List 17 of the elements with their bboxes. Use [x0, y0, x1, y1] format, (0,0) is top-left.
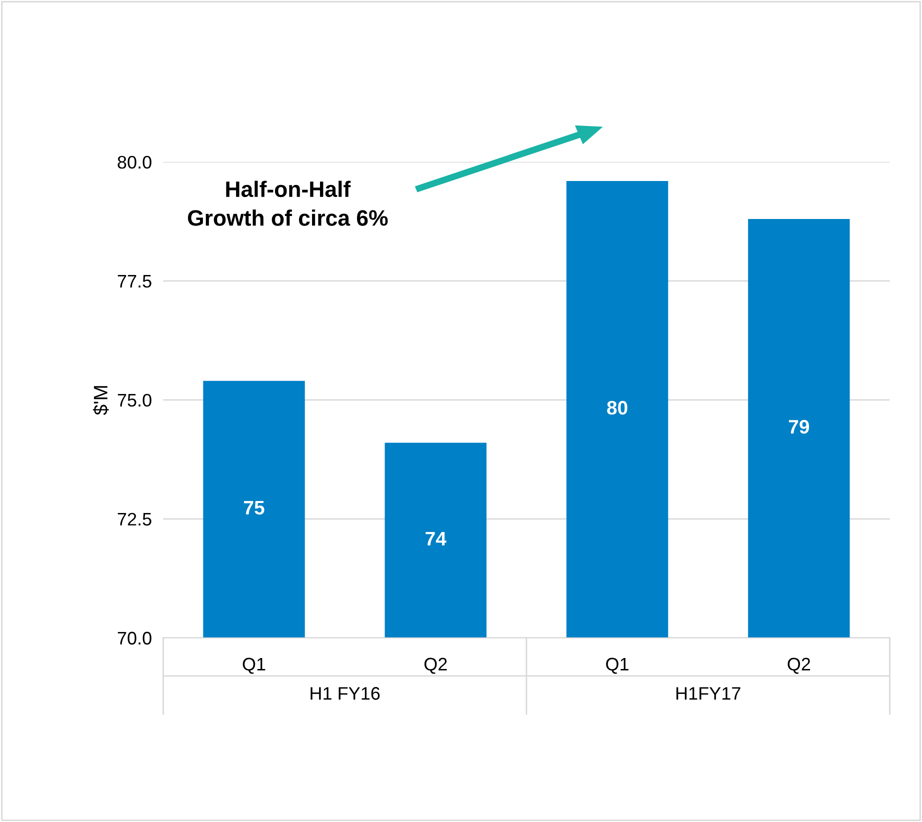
y-tick-label: 70.0	[118, 632, 152, 645]
text: H1FY17	[676, 687, 740, 700]
text: H1 FY16	[310, 687, 380, 700]
y-axis-title: $'M	[92, 386, 109, 416]
x-tick-label: Q2	[424, 658, 447, 674]
data-label: 80	[607, 400, 628, 415]
x-tick-label: Q1	[242, 658, 266, 674]
y-tick-label: 72.5	[118, 512, 152, 526]
data-label: 79	[788, 420, 810, 434]
y-tick-label: 75.0	[118, 394, 152, 407]
y-tick-label: 77.5	[118, 275, 152, 288]
data-label: 74	[426, 532, 446, 546]
y-tick-label: 80.0	[118, 156, 152, 169]
data-label: 75	[244, 501, 264, 515]
x-tick-label: Q1	[606, 658, 628, 674]
annotation: Half-on-Half Growth of circa 6%	[188, 180, 388, 226]
x-tick-label: Q2	[788, 658, 810, 674]
